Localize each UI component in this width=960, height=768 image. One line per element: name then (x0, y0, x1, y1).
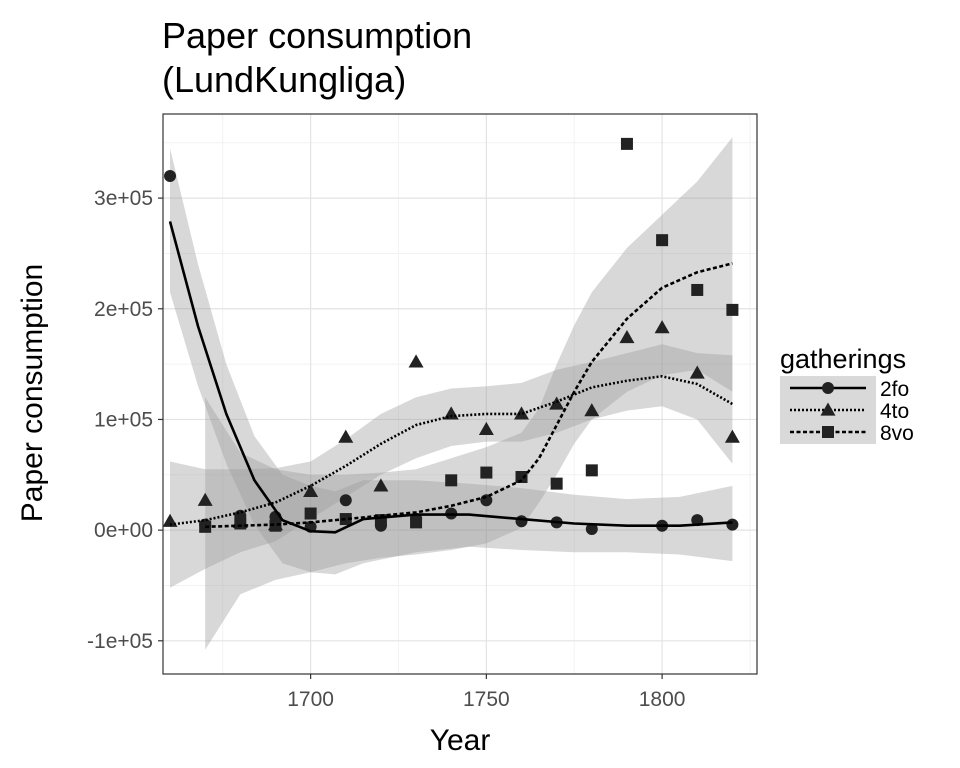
point-4to (162, 513, 178, 527)
smooth-line-8vo (205, 262, 733, 529)
point-8vo (550, 477, 563, 490)
point-4to (619, 330, 635, 344)
panel-background (163, 114, 757, 674)
x-tick-label: 1800 (639, 688, 686, 711)
point-8vo (199, 520, 212, 533)
legend-title: gatherings (780, 344, 906, 374)
point-4to (373, 478, 389, 492)
x-tick-label: 1700 (287, 688, 334, 711)
point-4to (408, 354, 424, 368)
legend-label-2fo: 2fo (880, 378, 909, 401)
point-8vo (445, 474, 458, 487)
legend-keys (790, 382, 866, 438)
point-8vo (339, 513, 352, 526)
chart-title: Paper consumption (LundKungliga) (162, 15, 472, 100)
chart-title-line-2: (LundKungliga) (162, 59, 406, 100)
point-8vo (585, 464, 598, 477)
legend-key-marker-4to (820, 402, 836, 416)
y-tick-label: 0e+00 (94, 519, 153, 542)
point-4to (514, 406, 530, 420)
point-4to (724, 429, 740, 443)
x-axis: 1700 1750 1800 (287, 674, 685, 711)
y-tick-label: 3e+05 (94, 187, 153, 210)
point-4to (689, 365, 705, 379)
point-8vo (691, 283, 704, 296)
point-8vo (620, 137, 633, 150)
point-8vo (269, 519, 282, 532)
point-2fo (164, 169, 177, 182)
legend-label-8vo: 8vo (880, 422, 914, 445)
smooth-line-2fo (168, 221, 733, 534)
x-axis-title: Year (430, 724, 491, 757)
point-8vo (410, 516, 423, 529)
confidence-band-8vo (205, 137, 733, 650)
legend-key-marker-2fo (822, 382, 834, 394)
y-tick-label: -1e+05 (87, 630, 153, 653)
x-tick-label: 1750 (463, 688, 510, 711)
panel-border (162, 113, 758, 675)
smooth-line-4to (169, 375, 734, 526)
point-2fo (339, 494, 352, 507)
point-4to (478, 421, 494, 436)
point-2fo (726, 518, 739, 531)
legend-label-4to: 4to (880, 400, 909, 423)
y-tick-label: 2e+05 (94, 298, 153, 321)
point-8vo (234, 517, 247, 530)
point-4to (303, 483, 319, 498)
point-8vo (515, 471, 528, 484)
point-2fo (515, 515, 528, 528)
point-4to (654, 320, 670, 334)
point-8vo (480, 466, 493, 479)
point-4to (338, 429, 354, 443)
plot-panel (162, 113, 758, 675)
legend: gatherings 2fo 4to 8vo (780, 344, 914, 445)
point-8vo (656, 234, 669, 247)
point-2fo (585, 523, 598, 536)
legend-key-marker-8vo (822, 426, 834, 438)
confidence-band-2fo (170, 148, 733, 575)
y-tick-label: 1e+05 (94, 408, 153, 431)
point-8vo (304, 507, 317, 520)
y-axis-title: Paper consumption (16, 264, 49, 523)
point-4to (584, 403, 600, 417)
point-8vo (726, 303, 739, 316)
chart-title-line-1: Paper consumption (162, 15, 472, 56)
point-4to (197, 492, 213, 506)
y-axis: -1e+05 0e+00 1e+05 2e+05 3e+05 (87, 187, 163, 653)
